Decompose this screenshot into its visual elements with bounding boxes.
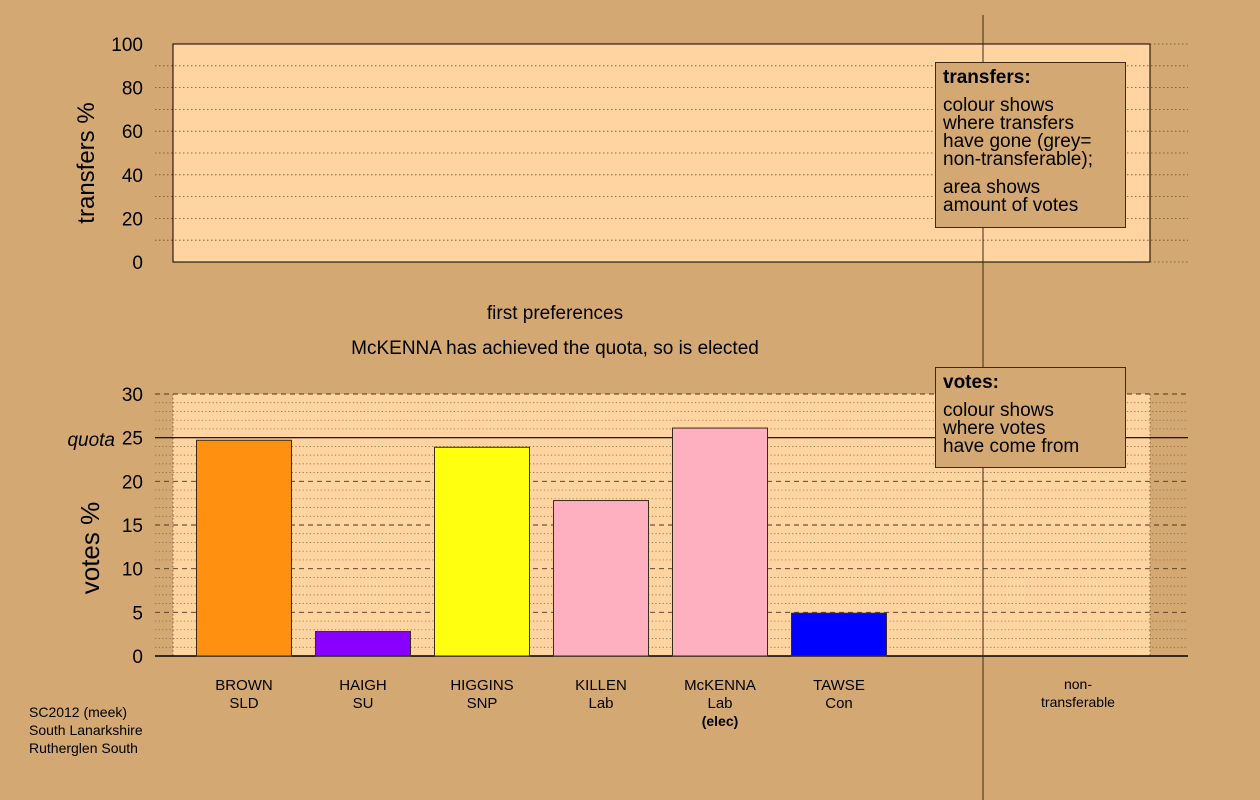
x-label-party: Con: [825, 695, 853, 712]
legend-line: colour shows: [943, 400, 1054, 421]
quota-label: quota: [67, 430, 115, 451]
legend-line: have gone (grey=: [943, 131, 1092, 152]
votes-y-ticks: 0 5 10 15 20 25 30: [122, 385, 143, 668]
y-tick-label: 80: [122, 79, 143, 100]
y-tick-label: 30: [122, 385, 143, 406]
y-tick-label: 40: [122, 166, 143, 187]
x-label-party: SNP: [467, 695, 498, 712]
legend-line: colour shows: [943, 95, 1054, 116]
footer-line: SC2012 (meek): [29, 704, 128, 720]
bar-mckenna: [672, 427, 768, 657]
footer-caption: SC2012 (meek) South Lanarkshire Ruthergl…: [29, 703, 143, 757]
x-label-name: TAWSE: [813, 677, 865, 694]
transfers-legend-text-2: area shows amount of votes: [943, 177, 1118, 216]
x-label-note: (elec): [702, 713, 739, 729]
x-label-party: SU: [353, 695, 374, 712]
bar-brown: [196, 439, 292, 657]
bar-killen: [553, 500, 649, 657]
transfers-legend-title: transfers:: [943, 67, 1031, 88]
votes-legend-title: votes:: [943, 372, 999, 393]
transfers-legend-text-1: colour shows where transfers have gone (…: [943, 95, 1118, 170]
bar-haigh: [315, 631, 411, 657]
y-tick-label: 20: [122, 472, 143, 493]
y-tick-label: 0: [132, 253, 143, 274]
y-tick-label: 60: [122, 122, 143, 143]
x-label-party: Lab: [707, 695, 732, 712]
x-label-name: HAIGH: [339, 677, 387, 694]
votes-y-axis-label: votes %: [75, 502, 105, 595]
transfers-y-axis-label: transfers %: [73, 102, 100, 223]
y-tick-label: 15: [122, 516, 143, 537]
y-tick-label: 5: [132, 603, 143, 624]
votes-gridlines: [155, 393, 1188, 657]
x-label-non-transferable: transferable: [1041, 694, 1115, 710]
y-tick-label: 10: [122, 560, 143, 581]
footer-line: South Lanarkshire: [29, 722, 143, 738]
transfers-legend: transfers: colour shows where transfers …: [935, 62, 1126, 228]
x-label-name: KILLEN: [575, 677, 627, 694]
x-label-name: HIGGINS: [450, 677, 513, 694]
x-label-name: BROWN: [215, 677, 273, 694]
votes-bars: [196, 427, 887, 657]
bar-tawse: [791, 612, 887, 657]
transfers-y-ticks: 0 20 40 60 80 100: [111, 35, 143, 274]
chart-subtitle: McKENNA has achieved the quota, so is el…: [351, 338, 759, 359]
x-label-non-transferable: non-: [1064, 676, 1092, 692]
y-tick-label: 100: [111, 35, 143, 56]
votes-legend: votes: colour shows where votes have com…: [935, 367, 1126, 468]
y-tick-label: 20: [122, 209, 143, 230]
legend-line: where votes: [943, 418, 1046, 439]
bar-higgins: [434, 446, 530, 657]
legend-line: where transfers: [943, 113, 1074, 134]
votes-x-labels: BROWNSLDHAIGHSUHIGGINSSNPKILLENLabMcKENN…: [215, 676, 1115, 729]
footer-line: Rutherglen South: [29, 740, 138, 756]
x-label-party: Lab: [588, 695, 613, 712]
legend-line: non-transferable);: [943, 149, 1093, 170]
legend-line: amount of votes: [943, 195, 1079, 216]
x-label-name: McKENNA: [684, 677, 756, 694]
y-tick-label: 25: [122, 429, 143, 450]
legend-line: area shows: [943, 177, 1041, 198]
y-tick-label: 0: [132, 647, 143, 668]
x-label-party: SLD: [229, 695, 258, 712]
legend-line: have come from: [943, 436, 1080, 457]
votes-legend-text: colour shows where votes have come from: [943, 400, 1118, 457]
chart-title: first preferences: [486, 303, 624, 324]
